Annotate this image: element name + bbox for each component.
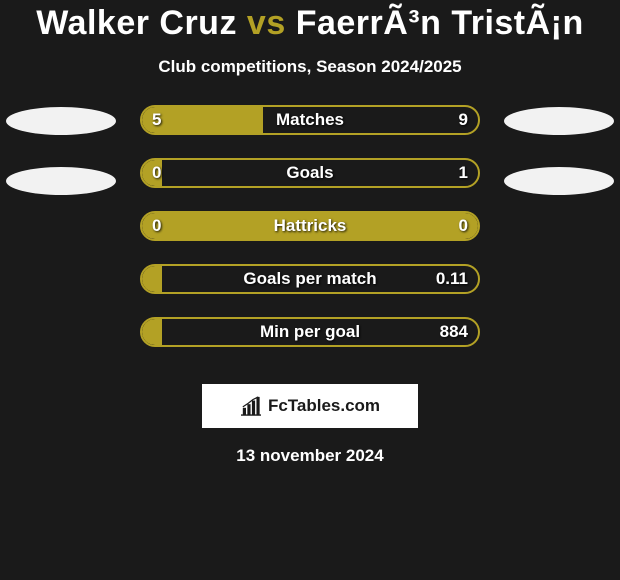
page-title: Walker Cruz vs FaerrÃ³n TristÃ¡n [0,4,620,43]
player-oval-icon [6,167,116,195]
comparison-infographic: Walker Cruz vs FaerrÃ³n TristÃ¡n Club co… [0,0,620,466]
stat-row: Goals per match0.11 [0,264,620,317]
brand-box: FcTables.com [202,384,418,428]
subtitle: Club competitions, Season 2024/2025 [0,57,620,77]
player-oval-icon [504,167,614,195]
title-vs: vs [247,4,286,42]
stat-bar-fill [142,213,478,239]
stat-value-right: 9 [459,105,468,135]
stat-bar-fill [142,319,162,345]
stat-bar [140,317,480,347]
stat-row: Hattricks00 [0,211,620,264]
stat-value-right: 884 [440,317,468,347]
bar-chart-icon [240,396,262,416]
stat-value-right: 1 [459,158,468,188]
player-oval-icon [504,107,614,135]
stat-bar [140,158,480,188]
stat-row: Min per goal884 [0,317,620,370]
stat-row: Goals01 [0,158,620,211]
player2-name: FaerrÃ³n TristÃ¡n [296,4,584,42]
stat-value-right: 0.11 [436,264,468,294]
player-oval-icon [6,107,116,135]
stat-value-left: 0 [152,211,161,241]
stat-bar [140,211,480,241]
stat-bar [140,105,480,135]
date-text: 13 november 2024 [0,446,620,466]
stat-value-left: 5 [152,105,161,135]
stat-bar-fill [142,266,162,292]
stat-value-right: 0 [459,211,468,241]
brand-text: FcTables.com [268,396,380,416]
stat-value-left: 0 [152,158,161,188]
stat-row: Matches59 [0,105,620,158]
stat-bar [140,264,480,294]
player1-name: Walker Cruz [36,4,237,42]
stat-rows: Matches59Goals01Hattricks00Goals per mat… [0,105,620,370]
